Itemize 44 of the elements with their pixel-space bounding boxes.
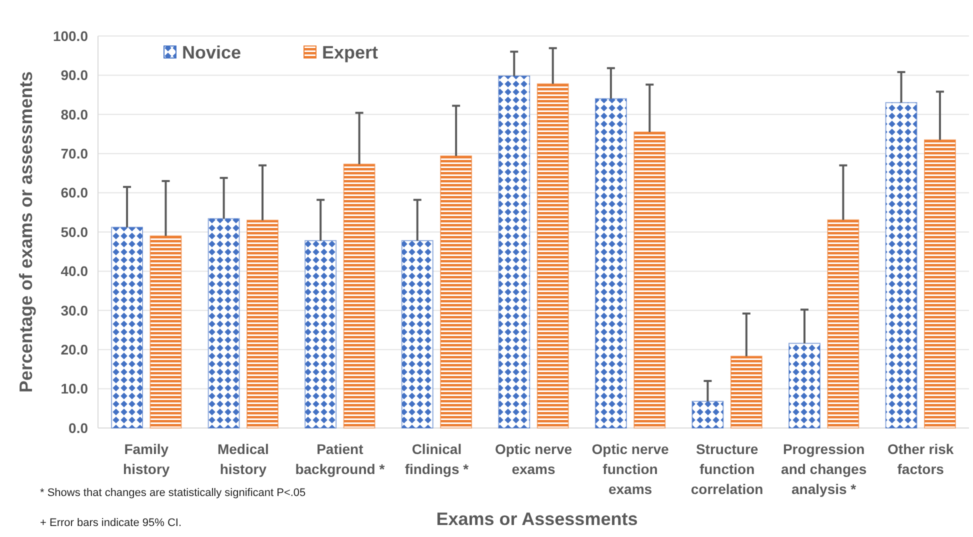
legend-label: Novice — [182, 42, 242, 62]
bar — [343, 164, 376, 428]
legend-label: Expert — [322, 42, 378, 62]
bar — [692, 400, 724, 428]
bar — [788, 342, 820, 428]
x-tick-label: Other risk factors — [888, 441, 954, 477]
y-tick-label: 80.0 — [60, 106, 88, 122]
y-tick-label: 20.0 — [60, 342, 88, 358]
x-tick-label: Patient background * — [295, 441, 386, 477]
bar — [440, 155, 472, 428]
y-tick-label: 30.0 — [60, 302, 88, 318]
x-tick-label: Clinical findings * — [404, 441, 470, 477]
text: + Error bars indicate 95% CI. — [40, 517, 182, 529]
y-tick-label: 0.0 — [68, 420, 88, 436]
bar — [304, 240, 337, 428]
bar — [150, 235, 182, 428]
y-axis-title: Percentage of exams or assessments — [16, 71, 36, 393]
x-tick-label: Progression and changes analysis * — [781, 441, 867, 497]
bar — [634, 132, 666, 428]
bar — [401, 240, 434, 428]
y-tick-label: 40.0 — [60, 263, 88, 280]
y-tick-label: 50.0 — [60, 224, 88, 240]
bar — [885, 102, 918, 428]
bar — [594, 98, 627, 428]
y-tick-label: 60.0 — [60, 184, 88, 201]
x-tick-label: Optic nerve exams — [494, 441, 572, 477]
bar — [827, 219, 860, 428]
x-tick-label: Family history — [123, 441, 170, 477]
y-tick-label: 90.0 — [60, 67, 88, 84]
bar — [111, 226, 144, 428]
bar — [246, 220, 279, 428]
bar — [536, 83, 569, 428]
x-axis-title: Exams or Assessments — [436, 509, 638, 529]
y-tick-label: 100.0 — [52, 28, 88, 44]
bar — [208, 218, 240, 428]
x-tick-label: Medical history — [217, 441, 269, 477]
y-tick-label: 10.0 — [60, 380, 88, 397]
bar — [730, 356, 762, 428]
x-tick-label: Optic nerve function exams — [592, 441, 670, 497]
bar — [924, 139, 956, 428]
x-tick-label: Structure function correlation — [690, 441, 764, 497]
bar — [498, 75, 530, 428]
text: * Shows that changes are statistically significant P<.05 — [40, 487, 306, 499]
y-tick-label: 70.0 — [60, 146, 88, 162]
